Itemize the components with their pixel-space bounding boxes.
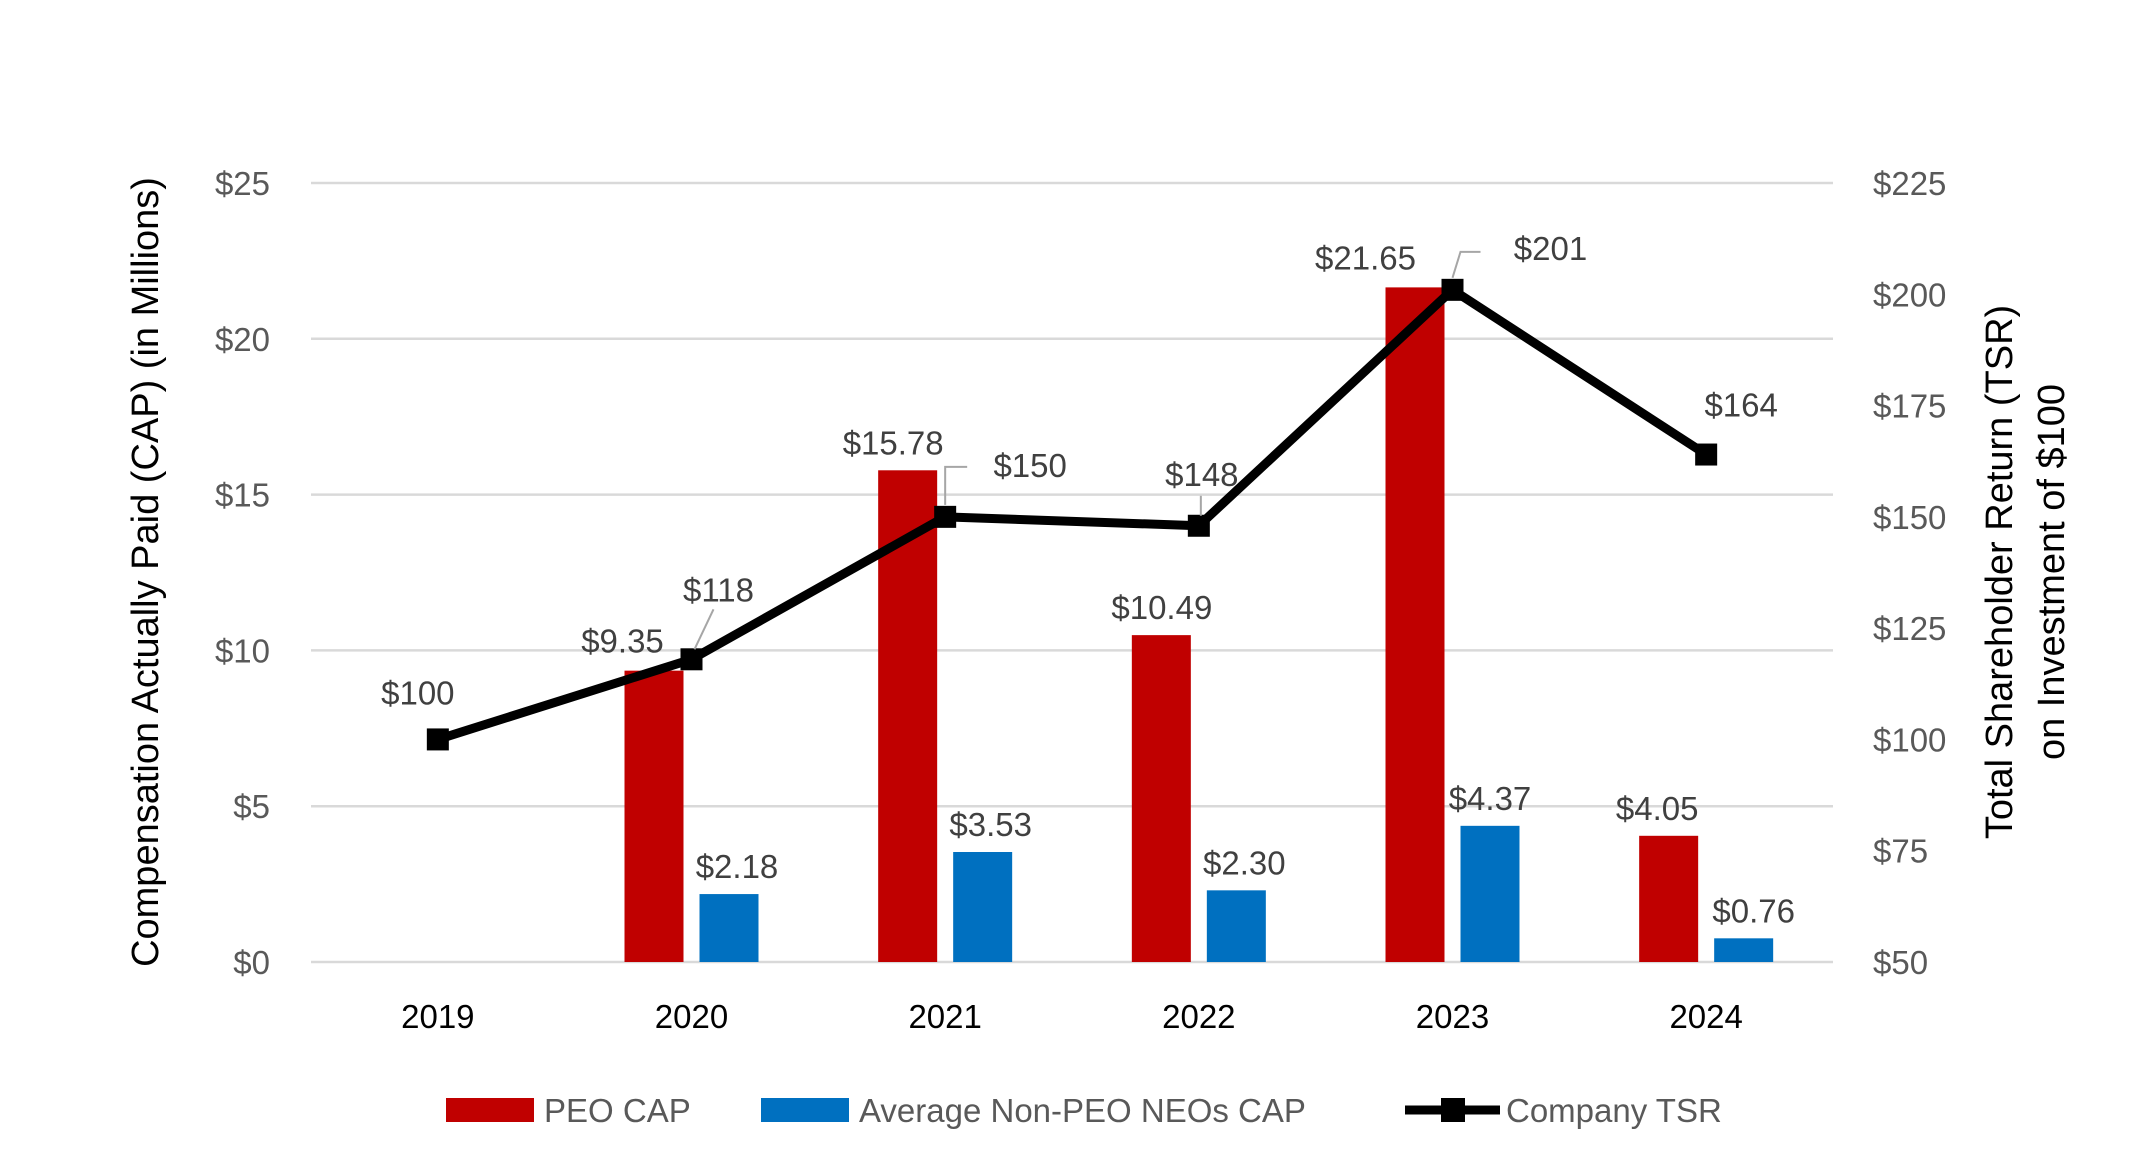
legend-label-non-peo-cap: Average Non-PEO NEOs CAP xyxy=(859,1092,1306,1129)
tsr-data-label: $118 xyxy=(683,571,754,608)
tsr-leader-line xyxy=(944,465,968,505)
right-tick-label: $200 xyxy=(1873,276,1946,313)
left-tick-label: $25 xyxy=(215,165,270,202)
right-axis-title-line2: on Investment of $100 xyxy=(2031,384,2073,760)
peo-cap-bar xyxy=(624,670,684,962)
right-tick-label: $225 xyxy=(1873,165,1946,202)
peo-cap-data-label: $9.35 xyxy=(581,623,664,660)
tsr-marker xyxy=(934,505,957,528)
tsr-leader-line xyxy=(1451,250,1481,279)
legend-swatch-tsr-marker xyxy=(1441,1098,1465,1122)
right-tick-label: $100 xyxy=(1873,721,1946,758)
right-tick-label: $125 xyxy=(1873,610,1946,647)
category-label: 2023 xyxy=(1416,998,1489,1035)
right-tick-label: $175 xyxy=(1873,388,1946,425)
category-label: 2020 xyxy=(655,998,728,1035)
left-tick-label: $5 xyxy=(233,788,270,825)
category-label: 2024 xyxy=(1669,998,1742,1035)
tsr-marker xyxy=(426,728,449,751)
legend-label-tsr: Company TSR xyxy=(1506,1092,1722,1129)
non-peo-cap-data-label: $3.53 xyxy=(949,806,1032,843)
left-axis-title: Compensation Actually Paid (CAP) (in Mil… xyxy=(125,177,167,967)
non-peo-cap-bar xyxy=(1206,890,1266,962)
peo-cap-data-label: $21.65 xyxy=(1315,239,1416,276)
non-peo-cap-bar xyxy=(1460,825,1520,962)
tsr-marker xyxy=(1441,278,1464,301)
non-peo-cap-bar xyxy=(1714,938,1774,962)
left-tick-label: $20 xyxy=(215,321,270,358)
category-label: 2021 xyxy=(908,998,981,1035)
peo-cap-data-label: $15.78 xyxy=(843,424,944,461)
tsr-data-label: $201 xyxy=(1514,230,1587,267)
legend: PEO CAP Average Non-PEO NEOs CAP Company T… xyxy=(446,1092,1722,1129)
tsr-marker xyxy=(1187,514,1210,537)
non-peo-cap-data-label: $4.37 xyxy=(1449,780,1532,817)
tsr-marker xyxy=(1695,443,1718,466)
right-axis-title-line1: Total Shareholder Return (TSR) xyxy=(1979,305,2021,839)
peo-cap-bar xyxy=(1385,287,1445,962)
right-tick-label: $75 xyxy=(1873,833,1928,870)
peo-cap-bar xyxy=(1131,635,1191,962)
right-tick-label: $50 xyxy=(1873,944,1928,981)
non-peo-cap-bar xyxy=(699,894,759,962)
legend-label-peo-cap: PEO CAP xyxy=(544,1092,691,1129)
tsr-data-label: $164 xyxy=(1704,387,1777,424)
non-peo-cap-data-label: $0.76 xyxy=(1712,892,1795,929)
legend-swatch-peo-cap xyxy=(446,1098,534,1122)
peo-cap-data-label: $10.49 xyxy=(1111,589,1212,626)
left-tick-label: $10 xyxy=(215,632,270,669)
left-tick-label: $15 xyxy=(215,477,270,514)
category-label: 2022 xyxy=(1162,998,1235,1035)
right-tick-label: $150 xyxy=(1873,499,1946,536)
legend-swatch-non-peo-cap xyxy=(761,1098,849,1122)
tsr-line xyxy=(436,285,1709,744)
peo-cap-bar xyxy=(878,470,938,962)
tsr-leader-line xyxy=(693,608,715,650)
tsr-marker xyxy=(680,648,703,671)
tsr-data-label: $100 xyxy=(381,674,454,711)
peo-cap-bar xyxy=(1639,835,1699,962)
category-label: 2019 xyxy=(401,998,474,1035)
peo-cap-data-label: $4.05 xyxy=(1616,790,1699,827)
left-tick-label: $0 xyxy=(233,944,270,981)
non-peo-cap-data-label: $2.18 xyxy=(696,848,779,885)
non-peo-cap-data-label: $2.30 xyxy=(1203,844,1286,881)
tsr-data-label: $150 xyxy=(993,447,1066,484)
non-peo-cap-bar xyxy=(953,852,1013,962)
tsr-data-label: $148 xyxy=(1165,456,1238,493)
